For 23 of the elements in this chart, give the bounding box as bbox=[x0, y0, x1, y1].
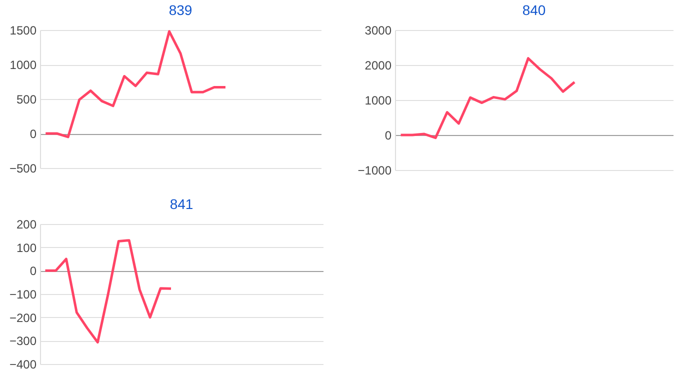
line-series bbox=[44, 239, 172, 344]
y-tick-label: 1000 bbox=[10, 58, 37, 72]
y-tick-label: 3000 bbox=[364, 24, 392, 38]
y-tick-label: 200 bbox=[16, 218, 37, 232]
y-tick-label: −300 bbox=[9, 334, 37, 348]
chart-title: 841 bbox=[170, 196, 194, 212]
line-series bbox=[44, 30, 227, 138]
chart-title: 839 bbox=[168, 2, 192, 18]
y-tick-label: 100 bbox=[16, 240, 37, 255]
y-tick-label: 1500 bbox=[10, 24, 37, 38]
y-tick-label: −400 bbox=[9, 358, 37, 372]
y-tick-label: 0 bbox=[30, 127, 37, 141]
y-tick-label: −100 bbox=[9, 288, 37, 302]
y-tick-label: 2000 bbox=[364, 58, 392, 72]
line-series bbox=[400, 57, 576, 140]
y-tick-label: −1000 bbox=[358, 164, 392, 178]
y-tick-label: 500 bbox=[16, 92, 37, 106]
y-tick-label: 0 bbox=[384, 128, 392, 142]
y-tick-label: 0 bbox=[30, 264, 37, 278]
y-tick-label: −500 bbox=[9, 162, 37, 176]
y-tick-label: 1000 bbox=[364, 94, 392, 108]
y-tick-label: −200 bbox=[9, 310, 37, 325]
chart-title: 840 bbox=[522, 2, 546, 18]
